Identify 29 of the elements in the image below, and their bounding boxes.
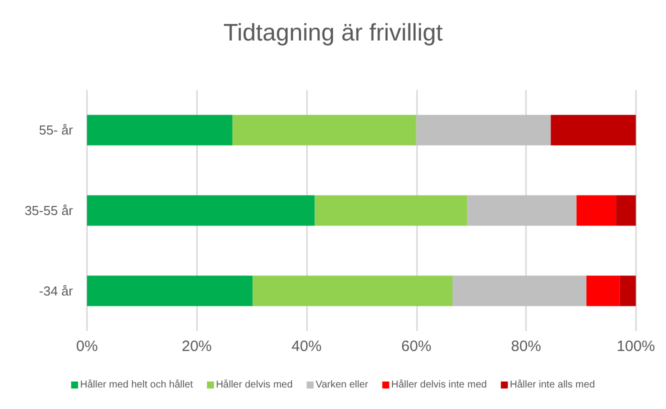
bar [576,195,616,226]
x-tick-label: 100% [616,338,656,355]
legend-label: Håller inte alls med [510,378,595,390]
bar [550,114,636,146]
bar [87,276,253,306]
bar [87,195,315,226]
bar [314,195,468,226]
bar [467,195,577,226]
y-tick-label: 35-55 år [24,203,74,218]
x-tick-label: 60% [401,338,432,355]
x-tick-label: 40% [292,338,322,355]
bar [586,276,620,306]
bar [232,114,416,146]
y-tick-label: -34 år [39,283,74,298]
x-tick-label: 20% [182,338,212,355]
bar [416,114,551,146]
legend-label: Håller delvis med [216,378,293,390]
chart-title: Tidtagning är frivilligt [223,20,443,46]
bar [620,276,636,306]
bar [452,276,586,306]
y-tick-label: 55- år [39,122,74,138]
legend-label: Varken eller [316,380,369,390]
legend-label: Håller delvis inte med [391,378,487,390]
bar [616,195,636,226]
bar [87,114,232,146]
x-tick-label: 0% [76,338,98,355]
bar [252,276,453,306]
legend-label: Håller med helt och hållet [80,378,194,390]
x-tick-label: 80% [511,338,542,355]
